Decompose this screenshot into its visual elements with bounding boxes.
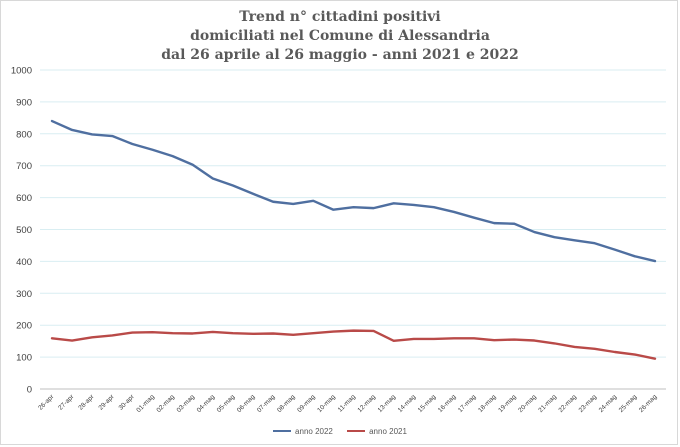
series-lines xyxy=(50,119,657,360)
chart-title-line-2: domiciliati nel Comune di Alessandria xyxy=(190,28,490,44)
legend-swatch-2021 xyxy=(347,430,366,432)
x-tick-label-07-mag: 07-mag xyxy=(256,393,277,414)
x-tick-label-05-mag: 05-mag xyxy=(216,393,237,414)
x-tick-label-23-mag: 23-mag xyxy=(578,393,599,414)
x-tick-label-15-mag: 15-mag xyxy=(417,393,438,414)
x-tick-label-11-mag: 11-mag xyxy=(337,393,357,413)
y-tick-label-200: 200 xyxy=(16,321,32,332)
chart-title: Trend n° cittadini positivi domiciliati … xyxy=(0,8,680,65)
y-tick-label-900: 900 xyxy=(16,97,32,108)
x-tick-label-04-mag: 04-mag xyxy=(196,393,217,414)
x-tick-label-24-mag: 24-mag xyxy=(598,393,619,414)
x-tick-label-08-mag: 08-mag xyxy=(276,393,297,414)
x-tick-label-27-apr: 27-apr xyxy=(57,393,76,412)
y-axis: 0 100 200 300 400 500 600 700 800 900 1000 xyxy=(11,66,32,396)
x-tick-label-13-mag: 13-mag xyxy=(377,393,398,414)
legend-label-2021: anno 2021 xyxy=(369,426,407,436)
x-tick-label-30-apr: 30-apr xyxy=(118,393,137,412)
legend-swatch-2022 xyxy=(273,430,292,432)
x-tick-label-26-apr: 26-apr xyxy=(37,393,56,412)
y-tick-label-300: 300 xyxy=(16,289,32,300)
y-tick-label-100: 100 xyxy=(16,353,32,364)
chart-title-line-3: dal 26 aprile al 26 maggio - anni 2021 e… xyxy=(161,47,519,63)
y-tick-label-400: 400 xyxy=(16,257,32,268)
x-tick-label-03-mag: 03-mag xyxy=(176,393,197,414)
x-tick-label-28-apr: 28-apr xyxy=(77,393,96,412)
x-tick-label-21-mag: 21-mag xyxy=(537,393,558,414)
gridlines xyxy=(40,69,666,390)
x-axis: 26-apr 27-apr 28-apr 29-apr 30-apr 01-mag 02-m… xyxy=(37,393,659,414)
x-tick-label-26-mag: 26-mag xyxy=(638,393,659,414)
x-tick-label-18-mag: 18-mag xyxy=(477,393,498,414)
y-tick-label-1000: 1000 xyxy=(11,66,32,77)
x-tick-label-01-mag: 01-mag xyxy=(135,393,156,414)
x-tick-label-19-mag: 19-mag xyxy=(497,393,518,414)
x-tick-label-16-mag: 16-mag xyxy=(437,393,458,414)
x-tick-label-25-mag: 25-mag xyxy=(618,393,639,414)
legend: anno 2022 anno 2021 xyxy=(0,425,680,436)
x-tick-label-10-mag: 10-mag xyxy=(316,393,337,414)
x-tick-label-06-mag: 06-mag xyxy=(236,393,257,414)
x-tick-label-17-mag: 17-mag xyxy=(457,393,478,414)
legend-label-2022: anno 2022 xyxy=(295,426,333,436)
y-tick-label-600: 600 xyxy=(16,193,32,204)
x-tick-label-09-mag: 09-mag xyxy=(296,393,317,414)
legend-item-2022: anno 2022 xyxy=(273,427,333,436)
series-line-anno-2022 xyxy=(50,119,657,263)
series-line-anno-2021 xyxy=(50,329,657,360)
x-tick-label-20-mag: 20-mag xyxy=(517,393,538,414)
chart-title-line-1: Trend n° cittadini positivi xyxy=(239,9,441,25)
x-tick-label-12-mag: 12-mag xyxy=(356,393,377,414)
y-tick-label-700: 700 xyxy=(16,161,32,172)
legend-item-2021: anno 2021 xyxy=(347,427,407,436)
x-tick-label-22-mag: 22-mag xyxy=(557,393,578,414)
x-tick-label-29-apr: 29-apr xyxy=(97,393,116,412)
x-tick-label-02-mag: 02-mag xyxy=(155,393,176,414)
y-tick-label-500: 500 xyxy=(16,225,32,236)
y-tick-label-0: 0 xyxy=(27,385,32,396)
y-tick-label-800: 800 xyxy=(16,129,32,140)
x-tick-label-14-mag: 14-mag xyxy=(397,393,418,414)
